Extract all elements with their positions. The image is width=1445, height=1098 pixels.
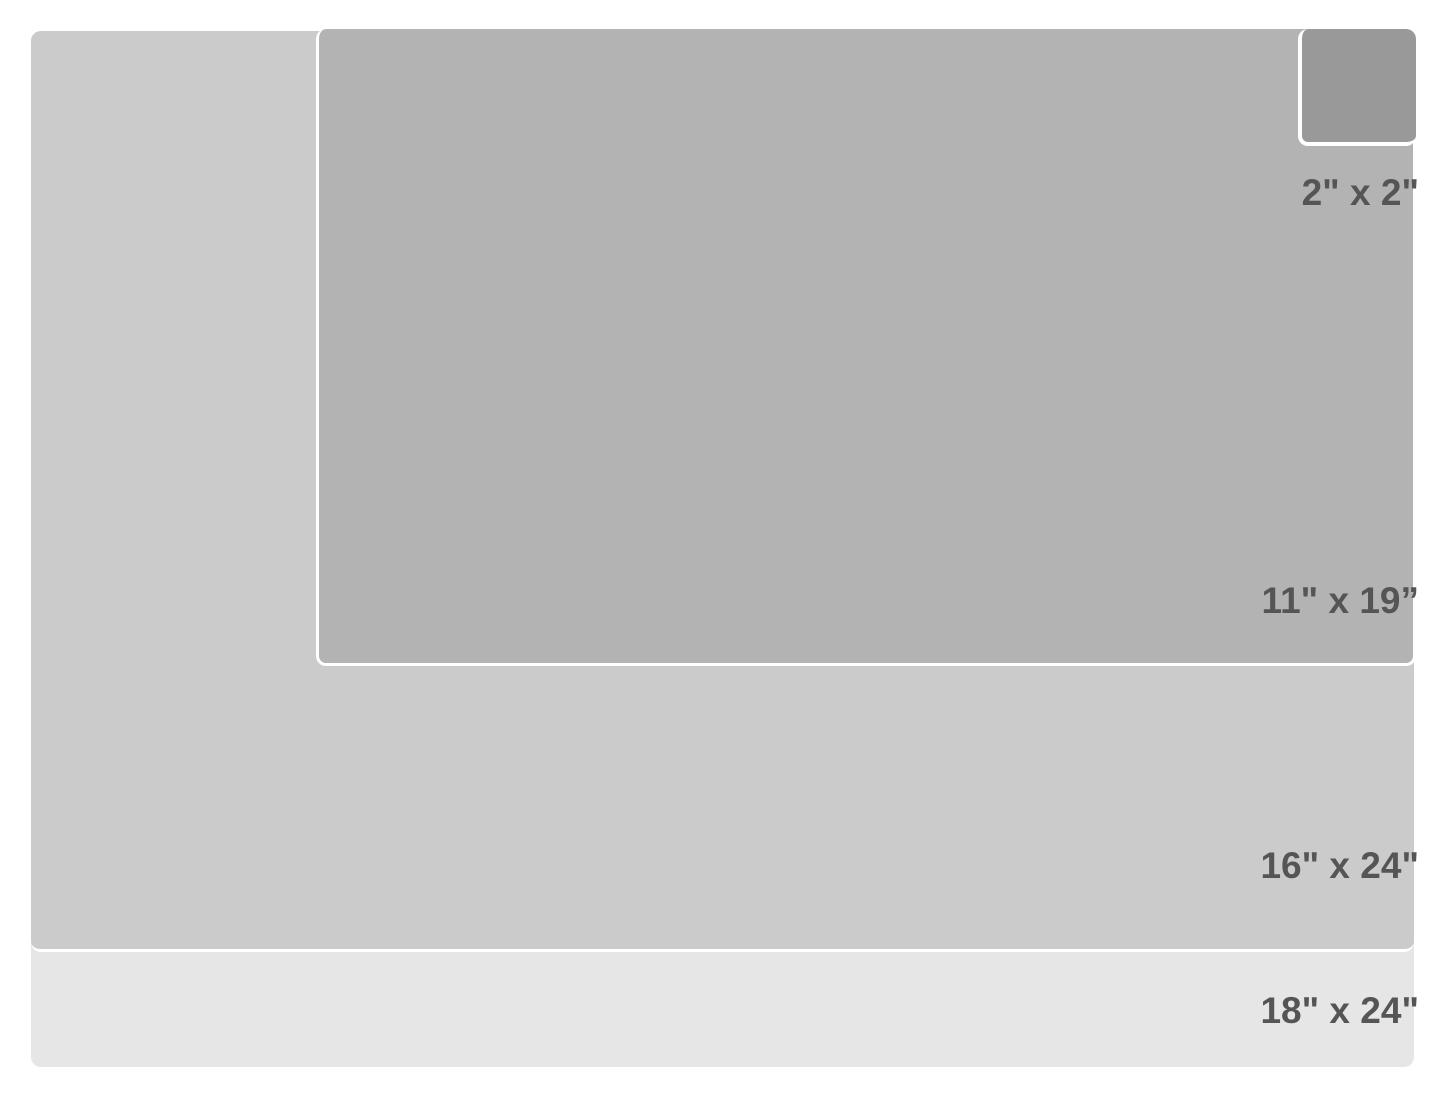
size-18x24-label: 18" x 24" [1260, 990, 1419, 1031]
size-2x2-label: 2" x 2" [1301, 172, 1419, 213]
size-2x2-box [1298, 29, 1416, 146]
size-16x24-label: 16" x 24" [1260, 845, 1419, 886]
size-11x19-box [316, 29, 1416, 666]
size-11x19-label: 11" x 19” [1261, 580, 1419, 621]
